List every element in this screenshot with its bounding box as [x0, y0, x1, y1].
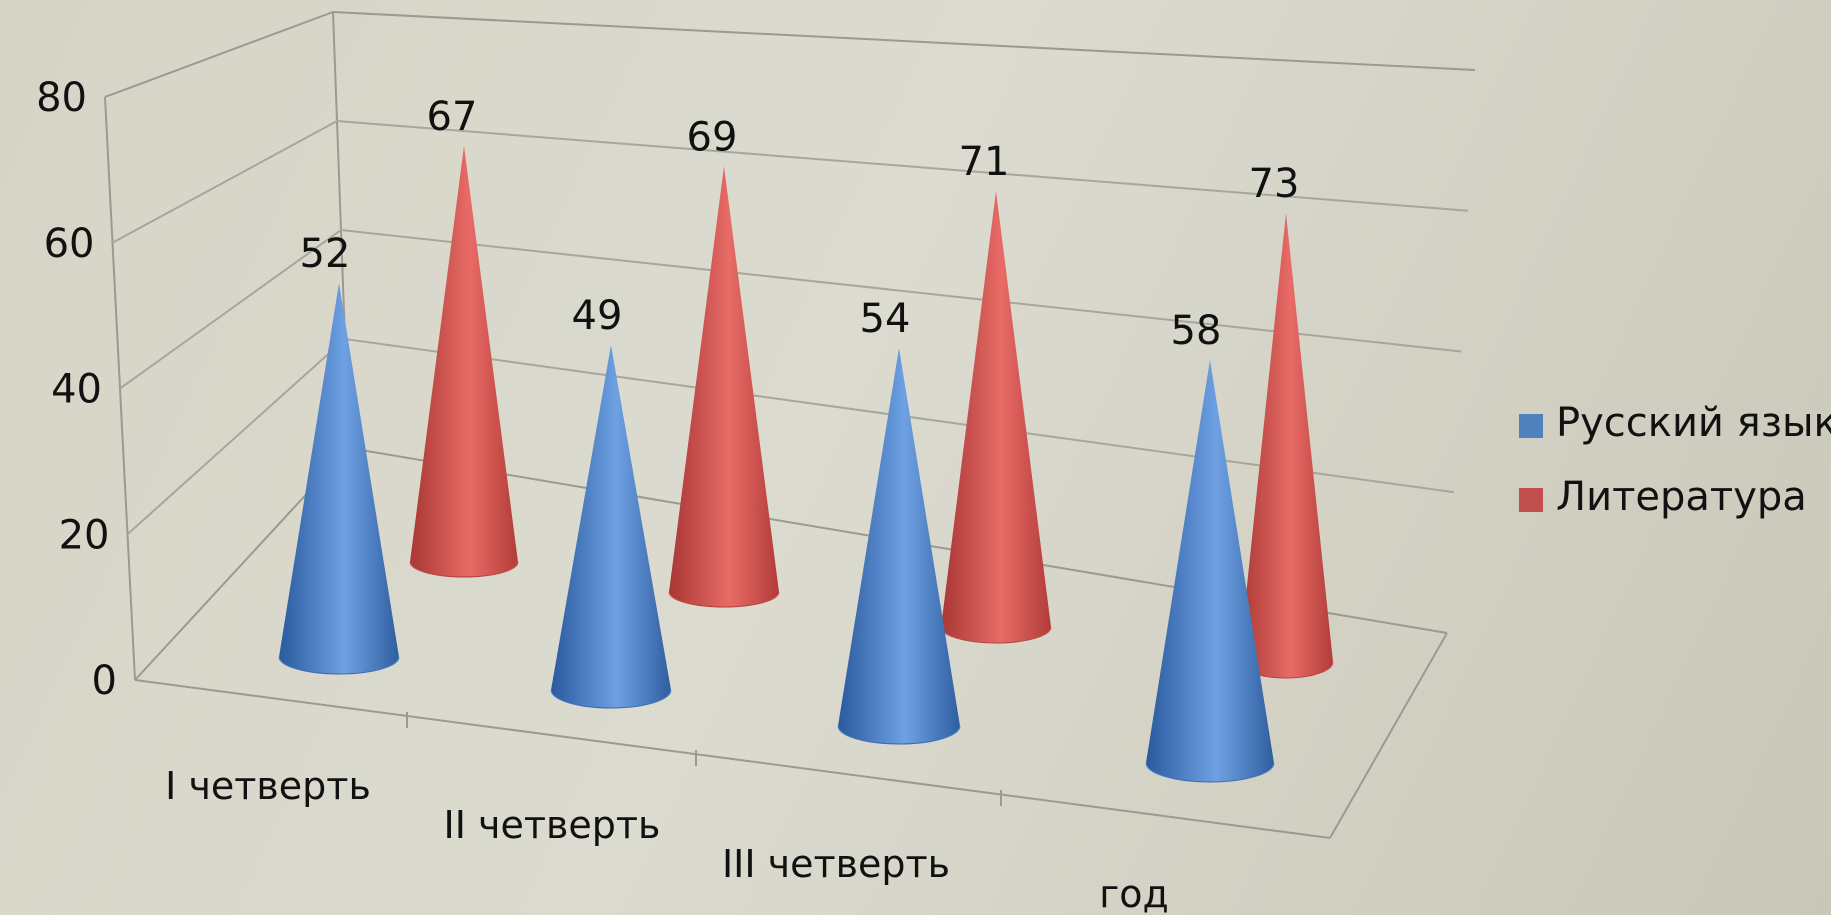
cone-literature-3 [1238, 213, 1334, 679]
cone-body [1239, 213, 1333, 679]
cone-russian-3 [1145, 359, 1275, 783]
x-tick-label: I четверть [165, 764, 371, 808]
data-label: 71 [959, 139, 1010, 185]
data-label: 52 [300, 231, 351, 277]
cone-russian-2 [837, 348, 961, 745]
x-tick-label: год [1099, 872, 1169, 915]
data-label: 58 [1171, 308, 1222, 354]
legend-label: Русский язык [1556, 400, 1831, 446]
cone-body [279, 283, 399, 674]
cone-body [1146, 359, 1274, 782]
x-tick-label: III четверть [722, 842, 950, 886]
cone-literature-1 [668, 166, 780, 608]
legend-swatch [1519, 414, 1543, 438]
cone-base-edge [1145, 762, 1275, 783]
data-label: 73 [1249, 161, 1300, 207]
floor-front-edge [134, 679, 1331, 839]
cone-base-edge [668, 591, 780, 608]
x-axis-labels: I четверть II четверть III четверть год [165, 764, 1169, 915]
data-label: 69 [687, 114, 738, 160]
cone-body [410, 145, 518, 577]
cone-russian-0 [278, 283, 400, 675]
cone-body [669, 166, 779, 607]
cone-body [551, 345, 671, 708]
back-wall-top-edge [332, 11, 1476, 71]
cones [278, 145, 1334, 783]
x-tick-label: II четверть [444, 803, 661, 847]
cone-body [838, 348, 960, 744]
cone-base-edge [409, 561, 519, 578]
y-tick-label: 40 [51, 367, 102, 413]
cone-base-edge [940, 626, 1052, 644]
cone-literature-2 [940, 191, 1052, 644]
cone-base-edge [550, 689, 672, 709]
cone-russian-1 [550, 345, 672, 709]
y-tick-label: 20 [59, 512, 110, 558]
gridline-2 [119, 228, 1462, 390]
floor-right-edge [1329, 632, 1448, 839]
cone-literature-0 [409, 145, 519, 578]
cone-base-edge [278, 656, 400, 675]
data-label: 49 [572, 293, 623, 339]
y-tick-label: 60 [44, 221, 95, 267]
y-tick-label: 0 [92, 658, 117, 704]
y-tick-label: 80 [36, 75, 87, 121]
y-axis-ticks: 0 20 40 60 80 [36, 75, 117, 704]
data-label: 67 [427, 94, 478, 140]
legend: Русский язык Литература [1519, 400, 1831, 520]
side-wall-top-edge [104, 11, 334, 98]
data-label: 54 [860, 296, 911, 342]
cone-body [941, 191, 1051, 643]
legend-swatch [1519, 488, 1543, 512]
gridline-3 [112, 119, 1469, 244]
legend-label: Литература [1556, 474, 1807, 520]
data-labels: 67 69 71 73 52 49 54 58 [300, 94, 1300, 354]
cone-base-edge [837, 725, 961, 745]
